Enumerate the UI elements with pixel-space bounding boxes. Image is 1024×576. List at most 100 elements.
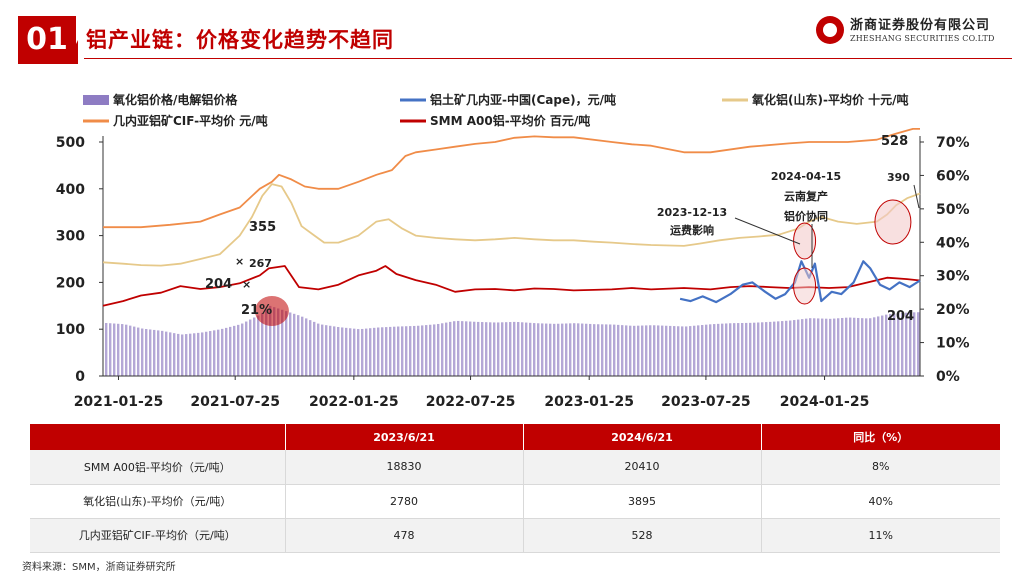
bar (617, 324, 620, 376)
bar (805, 318, 808, 376)
bar (913, 312, 916, 376)
y2-tick-label: 70% (936, 135, 970, 151)
bar (249, 319, 252, 376)
bar (533, 323, 536, 376)
bar (429, 324, 432, 376)
bar (701, 325, 704, 376)
marker-icon: × (235, 255, 244, 268)
bar (737, 323, 740, 376)
legend-label: SMM A00铝-平均价 百元/吨 (430, 113, 590, 128)
bar (325, 325, 328, 376)
bar (577, 323, 580, 376)
bar (853, 317, 856, 376)
bar (753, 322, 756, 376)
bar (181, 334, 184, 376)
bar (265, 309, 268, 376)
bar (145, 328, 148, 376)
bar (381, 327, 384, 376)
bar (353, 328, 356, 376)
bar (857, 317, 860, 376)
bar (765, 322, 768, 376)
bar (269, 305, 272, 376)
bar (497, 322, 500, 376)
bar (393, 326, 396, 376)
bar (825, 318, 828, 376)
bar (869, 318, 872, 376)
bar (125, 324, 128, 376)
bar (501, 322, 504, 376)
bar (373, 327, 376, 376)
bar (409, 326, 412, 376)
bar (585, 323, 588, 376)
bar (797, 319, 800, 376)
bar (365, 328, 368, 376)
y-tick-label: 100 (56, 322, 85, 338)
bar (633, 325, 636, 376)
bar (345, 327, 348, 376)
bar (377, 327, 380, 376)
bar (389, 326, 392, 376)
bar (705, 324, 708, 376)
annotation-leader (913, 184, 920, 209)
bar (329, 325, 332, 376)
bar (545, 323, 548, 376)
bar (413, 325, 416, 376)
bar (341, 327, 344, 376)
bar (713, 324, 716, 376)
price-chart: 氧化铝价格/电解铝价格 铝土矿几内亚-中国(Cape)，元/吨 氧化铝(山东)-平均… (56, 92, 970, 410)
logo-icon (816, 16, 844, 44)
bar (889, 313, 892, 376)
bar (397, 326, 400, 376)
table-cell: 528 (523, 518, 762, 553)
bar (665, 325, 668, 376)
bar (105, 322, 108, 376)
bar (477, 321, 480, 376)
bar (273, 307, 276, 376)
y2-tick-label: 10% (936, 336, 970, 352)
table-cell: 几内亚铝矿CIF-平均价（元/吨） (30, 518, 286, 553)
bar (689, 326, 692, 376)
bar (721, 323, 724, 376)
bar (861, 318, 864, 376)
highlight-bauxite-spike (793, 267, 817, 305)
note-leader (734, 217, 801, 245)
bar (649, 325, 652, 376)
table-cell: 3895 (523, 484, 762, 519)
y2-tick-label: 40% (936, 235, 970, 251)
table-header-cell (30, 424, 286, 450)
bar (681, 326, 684, 376)
bar (465, 321, 468, 376)
annotation-label: 204 (887, 309, 914, 324)
bar (529, 322, 532, 376)
y-tick-label: 400 (56, 182, 85, 198)
note-label: 铝价协同 (784, 209, 828, 223)
bar (877, 316, 880, 376)
y-tick-label: 200 (56, 275, 85, 291)
bar (289, 312, 292, 376)
bar (909, 312, 912, 376)
y2-tick-label: 30% (936, 269, 970, 285)
bar (229, 326, 232, 376)
bar (153, 329, 156, 376)
y2-tick-label: 60% (936, 168, 970, 184)
bar (561, 323, 564, 376)
bar (537, 323, 540, 376)
bar (469, 321, 472, 376)
bar (401, 326, 404, 376)
bar (645, 325, 648, 376)
table-row: 几内亚铝矿CIF-平均价（元/吨） 478 528 11% (30, 518, 1000, 553)
series-line (102, 265, 921, 307)
bar (885, 314, 888, 376)
annotation-label: 204 (205, 277, 232, 292)
bar (473, 321, 476, 376)
x-tick-label: 2023-01-25 (544, 394, 634, 410)
bar (233, 325, 236, 376)
bar (333, 326, 336, 376)
bar (237, 324, 240, 376)
bar (489, 322, 492, 376)
bar (385, 327, 388, 376)
bar (745, 322, 748, 376)
x-tick-label: 2021-07-25 (190, 394, 280, 410)
header-divider (84, 58, 1012, 59)
bar (733, 323, 736, 376)
